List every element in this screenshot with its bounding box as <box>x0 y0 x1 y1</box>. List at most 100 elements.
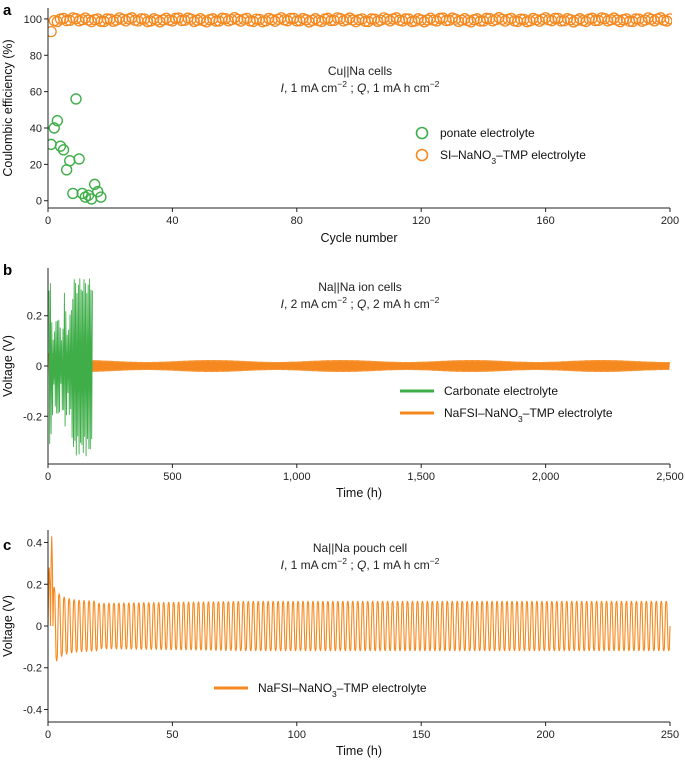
data-point <box>465 16 477 28</box>
x-tick-label: 100 <box>288 729 306 741</box>
data-point <box>73 153 85 165</box>
data-point <box>627 15 639 28</box>
annotation: Na||Na ion cells <box>318 280 402 294</box>
panel-b: b 0 500 1,000 1,500 2,000 2,500 -0.2 0 0.2 Time (h… <box>1 262 684 500</box>
data-point <box>247 15 259 28</box>
data-point <box>88 178 101 191</box>
y-tick-label: -0.2 <box>23 663 42 675</box>
data-point <box>213 15 225 27</box>
data-point <box>138 13 151 25</box>
plot-area <box>48 278 670 457</box>
data-point <box>546 15 558 27</box>
data-point <box>586 12 598 24</box>
series-carbonate-line <box>48 278 93 457</box>
x-tick-label: 200 <box>661 215 679 227</box>
data-point <box>437 12 449 24</box>
data-point <box>48 122 60 134</box>
data-point <box>98 15 110 28</box>
y-tick-label: 0 <box>36 196 42 208</box>
legend-marker <box>415 148 429 162</box>
annotation: Na||Na pouch cell <box>313 541 407 555</box>
panel-label: b <box>3 262 12 279</box>
legend-marker <box>415 126 429 140</box>
y-tick-label: 80 <box>30 50 42 62</box>
data-point <box>620 13 633 25</box>
y-tick-label: 0.4 <box>27 538 42 550</box>
data-point <box>67 187 79 200</box>
y-axis-label: Coulombic efficiency (%) <box>1 39 15 176</box>
legend: Carbonate electrolyte NaFSI–NaNO3–TMP ele… <box>400 384 613 424</box>
x-tick-label: 200 <box>536 729 554 741</box>
x-tick-label: 250 <box>661 729 679 741</box>
data-point <box>70 93 82 105</box>
panel-a: a 0 40 80 120 160 200 0 20 40 60 80 100 Cycle number C… <box>1 2 679 245</box>
legend: NaFSI–NaNO3–TMP electrolyte <box>214 681 427 699</box>
x-axis-label: Time (h) <box>336 486 382 500</box>
panel-label: a <box>3 2 12 19</box>
y-tick-label: 0 <box>36 361 42 373</box>
data-point <box>552 12 564 24</box>
data-point <box>200 16 213 28</box>
x-tick-label: 50 <box>166 729 178 741</box>
data-point <box>362 15 374 28</box>
data-point <box>281 15 294 27</box>
data-point <box>85 16 98 28</box>
y-tick-label: 0 <box>36 621 42 633</box>
data-point <box>48 25 57 38</box>
data-point <box>92 13 104 25</box>
annotation: Cu||Na cells <box>328 64 392 78</box>
data-point <box>64 155 76 167</box>
y-tick-label: 0.2 <box>27 311 42 323</box>
series-nafsi-markers <box>48 12 672 38</box>
series-nafsi-line <box>48 536 671 662</box>
x-tick-label: 160 <box>536 215 554 227</box>
x-tick-label: 2,500 <box>656 471 684 483</box>
x-axis-label: Cycle number <box>320 231 397 245</box>
plot-area <box>48 12 672 205</box>
x-tick-label: 120 <box>412 215 430 227</box>
x-tick-label: 0 <box>45 729 51 741</box>
data-point <box>76 187 88 200</box>
y-tick-label: 0.2 <box>27 579 42 591</box>
x-tick-label: 0 <box>45 471 51 483</box>
data-point <box>54 140 67 152</box>
x-tick-label: 2,000 <box>532 471 560 483</box>
legend-label: Carbonate electrolyte <box>444 384 558 398</box>
data-point <box>172 12 185 24</box>
y-tick-label: 60 <box>30 87 42 99</box>
legend: ponate electrolyte SI–NaNO3–TMP electroly… <box>415 126 586 166</box>
data-point <box>350 16 362 28</box>
data-point <box>356 13 368 25</box>
x-tick-label: 1,000 <box>283 471 311 483</box>
legend-label: ponate electrolyte <box>440 126 535 140</box>
y-tick-label: -0.4 <box>23 704 42 716</box>
data-point <box>403 13 415 25</box>
annotation: I, 1 mA cm−2 ; Q, 1 mA h cm−2 <box>281 79 440 95</box>
y-tick-label: 20 <box>30 159 42 171</box>
data-point <box>477 15 490 27</box>
annotation: I, 1 mA cm−2 ; Q, 1 mA h cm−2 <box>281 556 440 572</box>
legend-label: NaFSI–NaNO3–TMP electrolyte <box>258 681 427 699</box>
y-tick-label: 40 <box>30 123 42 135</box>
x-tick-label: 150 <box>412 729 430 741</box>
data-point <box>661 15 672 27</box>
x-tick-label: 80 <box>291 215 303 227</box>
legend-label: SI–NaNO3–TMP electrolyte <box>440 148 586 166</box>
panel-c: c 0 50 100 150 200 250 -0.4 -0.2 0 0.2 0.4 Time (h) V… <box>1 530 679 758</box>
data-point <box>288 12 300 24</box>
y-tick-label: 100 <box>24 14 42 26</box>
legend-label: NaFSI–NaNO3–TMP electrolyte <box>444 406 613 424</box>
x-axis-label: Time (h) <box>336 744 382 758</box>
plot-area <box>48 536 671 662</box>
data-point <box>614 16 626 28</box>
x-tick-label: 1,500 <box>407 471 435 483</box>
x-tick-label: 40 <box>166 215 178 227</box>
data-point <box>92 185 104 198</box>
panel-label: c <box>3 537 11 554</box>
data-point <box>51 115 64 127</box>
series-nafsi-line <box>48 353 670 379</box>
data-point <box>95 191 107 203</box>
data-point <box>664 13 672 25</box>
y-axis-label: Voltage (V) <box>1 335 15 397</box>
